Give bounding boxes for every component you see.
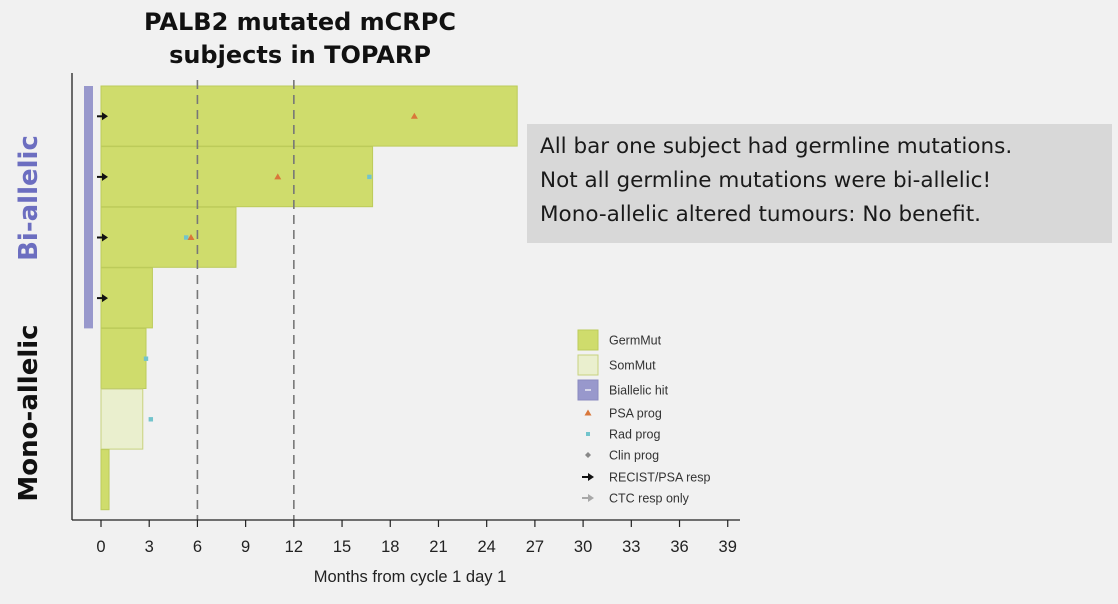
x-tick-label: 24	[478, 538, 496, 556]
psa-prog-marker	[187, 234, 195, 240]
title-line-1: PALB2 mutated mCRPC	[144, 8, 456, 36]
legend-arrow-head-resp	[588, 473, 594, 481]
rad-prog-marker	[148, 417, 154, 422]
psa-prog-marker	[410, 112, 418, 119]
legend-label: CTC resp only	[609, 492, 690, 506]
rad-prog-marker	[143, 356, 149, 361]
psa-prog-marker	[274, 173, 282, 180]
legend-label: RECIST/PSA resp	[609, 471, 710, 485]
x-tick-label: 15	[333, 538, 351, 556]
response-arrow-head	[102, 294, 108, 303]
x-tick-label: 33	[622, 538, 640, 556]
reference-lines-layer	[196, 80, 295, 520]
legend-label: Clin prog	[609, 449, 659, 463]
legend-label: PSA prog	[609, 407, 662, 421]
rad-prog-marker	[183, 235, 189, 240]
x-tick-label: 3	[145, 538, 154, 556]
x-tick-label: 39	[719, 538, 737, 556]
subject-bar	[100, 267, 153, 329]
legend-marker-clin	[585, 452, 591, 458]
subject-bar	[100, 327, 147, 389]
response-arrow-head	[102, 112, 108, 121]
annotation-line-3: Mono-allelic altered tumours: No benefit…	[540, 202, 981, 227]
x-tick-label: 9	[241, 538, 250, 556]
bars-layer	[84, 85, 518, 511]
biallelic-hit-bar	[84, 86, 93, 329]
legend-label: Rad prog	[609, 428, 660, 442]
x-tick-label: 12	[285, 538, 303, 556]
legend-arrow-head-ctc	[588, 494, 594, 502]
legend-label: Biallelic hit	[609, 384, 669, 398]
x-tick-label: 18	[381, 538, 399, 556]
title-line-2: subjects in TOPARP	[169, 41, 431, 69]
legend-swatch-som	[577, 354, 599, 376]
legend-marker-rad	[586, 432, 590, 436]
subject-bar	[100, 206, 237, 268]
markers-layer	[97, 112, 418, 422]
annotation-box: All bar one subject had germline mutatio…	[527, 124, 1112, 243]
chart-title: PALB2 mutated mCRPC subjects in TOPARP	[100, 6, 500, 72]
x-tick-label: 6	[193, 538, 202, 556]
legend: GermMut SomMut Biallelic hit PSA prog Rad pr…	[577, 329, 710, 506]
subject-bar	[100, 449, 110, 511]
legend-label: SomMut	[609, 359, 656, 373]
legend-marker-psa	[584, 409, 592, 416]
subject-bar	[100, 146, 374, 208]
x-tick-label: 0	[96, 538, 105, 556]
x-axis-title: Months from cycle 1 day 1	[314, 568, 507, 586]
subject-bar	[100, 85, 518, 147]
x-tick-label: 30	[574, 538, 592, 556]
annotation-line-1: All bar one subject had germline mutatio…	[540, 134, 1013, 159]
subject-bar	[100, 388, 144, 450]
legend-swatch-germ	[577, 329, 599, 351]
rad-prog-marker	[367, 174, 372, 180]
response-arrow-head	[102, 233, 108, 242]
x-tick-label: 21	[429, 538, 447, 556]
legend-label: GermMut	[609, 334, 662, 348]
x-tick-label: 27	[526, 538, 544, 556]
response-arrow-head	[102, 172, 108, 181]
x-tick-label: 36	[670, 538, 688, 556]
annotation-line-2: Not all germline mutations were bi-allel…	[540, 168, 992, 193]
